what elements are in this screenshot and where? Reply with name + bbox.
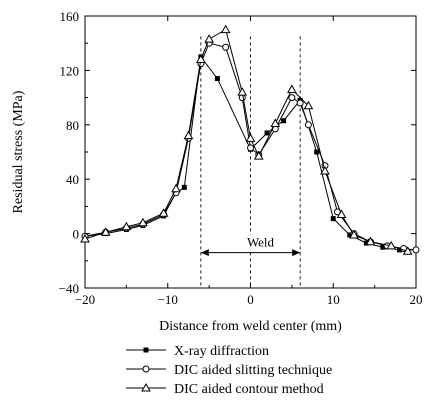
y-tick-label: 80 (66, 118, 79, 133)
weld-label-bg (244, 234, 277, 250)
legend-label: X-ray diffraction (174, 344, 269, 359)
data-point (247, 144, 254, 152)
data-point (264, 130, 270, 136)
data-point (121, 221, 132, 231)
data-point (100, 227, 111, 236)
y-tick-label: 160 (60, 9, 80, 24)
legend-item: X-ray diffraction (126, 344, 269, 359)
x-tick-label: 10 (327, 292, 340, 307)
data-point (288, 94, 296, 102)
y-tick-label: −40 (59, 281, 79, 296)
data-point (386, 240, 397, 250)
data-point (204, 34, 214, 43)
data-point (304, 121, 312, 129)
x-tick-label: 20 (410, 292, 423, 307)
data-point (402, 246, 413, 255)
data-point (143, 347, 149, 353)
data-point (195, 54, 206, 64)
data-point (320, 166, 330, 175)
y-tick-label: 40 (66, 172, 79, 187)
data-point (171, 183, 181, 193)
data-point (222, 43, 230, 51)
data-point (396, 247, 402, 253)
data-point (363, 240, 369, 246)
weld-arrow-right-head (292, 249, 301, 257)
weld-label: Weld (247, 235, 275, 250)
data-point (183, 130, 194, 140)
series-open-triangle (80, 24, 413, 255)
data-point (141, 382, 151, 392)
x-tick-label: −10 (158, 292, 178, 307)
x-tick-label: 0 (247, 292, 254, 307)
weld-arrow-left-head (200, 249, 209, 257)
data-point (253, 151, 264, 160)
legend-label: DIC aided slitting technique (174, 363, 332, 378)
legend: X-ray diffraction DIC aided slitting tech… (126, 344, 332, 397)
data-point (245, 133, 256, 142)
data-point (336, 209, 347, 219)
data-point (270, 118, 281, 127)
data-point (181, 184, 187, 190)
axis-ticks: −20 −10 0 10 20 −40 0 40 80 120 160 (59, 9, 423, 307)
legend-label: DIC aided contour method (174, 382, 324, 397)
data-point (158, 208, 169, 217)
series-open-circle (81, 39, 420, 254)
data-point (330, 216, 336, 222)
y-tick-label: 0 (73, 227, 80, 242)
y-axis-label: Residual stress (MPa) (11, 90, 26, 213)
data-point (296, 99, 304, 107)
data-point (287, 84, 297, 93)
data-point (138, 217, 148, 227)
x-tick-label: −20 (75, 292, 95, 307)
data-point (80, 234, 90, 243)
data-point (214, 76, 220, 82)
data-point (303, 100, 314, 110)
data-point (412, 246, 420, 254)
data-point (349, 229, 359, 239)
x-axis-label: Distance from weld center (mm) (159, 319, 342, 334)
data-point (220, 24, 231, 34)
weld-annotation: Weld (200, 234, 301, 257)
legend-item: DIC aided slitting technique (126, 363, 332, 378)
series-line (84, 28, 408, 252)
y-tick-label: 120 (60, 63, 80, 78)
data-point (365, 236, 376, 246)
data-point (380, 244, 386, 250)
data-point (314, 149, 320, 155)
data-point (237, 87, 248, 96)
data-point (347, 232, 353, 238)
data-point (142, 365, 150, 373)
data-point (281, 118, 287, 124)
weld-guides (200, 36, 301, 288)
legend-item: DIC aided contour method (126, 382, 324, 397)
series-group (80, 24, 420, 255)
